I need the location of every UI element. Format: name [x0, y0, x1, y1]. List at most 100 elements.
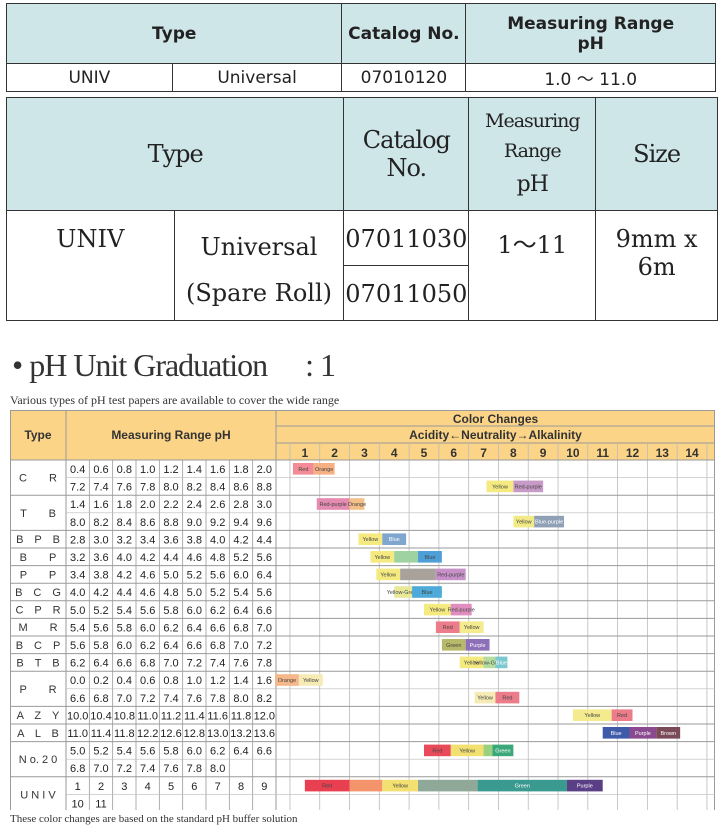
range-value: 11.4 [184, 710, 205, 722]
indicator-type: M R [18, 622, 57, 634]
range-value: 6.0 [233, 570, 248, 582]
range-value: 8.6 [233, 482, 248, 494]
range-value: 8.0 [70, 517, 85, 529]
range-value: 4.2 [140, 552, 155, 564]
range-value: 2.0 [257, 464, 272, 476]
indicator-type: P R [19, 684, 56, 696]
range-value: 6.6 [210, 622, 225, 634]
range-value: 10 [72, 798, 84, 810]
range-value: 5 [168, 781, 174, 793]
range-value: 7.0 [163, 658, 178, 670]
range-value: 5.6 [257, 587, 272, 599]
range-value: 12.8 [184, 728, 205, 740]
color-bar [412, 586, 442, 598]
color-bar [513, 515, 535, 528]
color-bar-label: Yellow [464, 625, 480, 631]
color-bar [423, 744, 451, 757]
color-bar-label: Yellow [477, 696, 493, 702]
indicator-type: C R [19, 473, 57, 485]
range-value: 8.0 [163, 482, 178, 494]
range-value: 5.2 [93, 746, 108, 758]
range-value: 6.4 [93, 658, 108, 670]
range-value: 6.2 [163, 622, 178, 634]
range-value: 7.6 [187, 693, 202, 705]
range-value: 1.2 [163, 464, 178, 476]
range-value: 3.8 [93, 570, 108, 582]
range-value: 4.0 [70, 587, 85, 599]
catalog-number-2: 07011050 [343, 265, 470, 321]
range-value: 6.8 [140, 658, 155, 670]
range-value: 11.0 [67, 728, 88, 740]
ph-tick-label: 9 [540, 446, 547, 460]
range-value: 5.4 [70, 622, 85, 634]
range-value: 7.2 [70, 482, 85, 494]
range-value: 4.2 [93, 587, 108, 599]
color-bar-label: Red-purple [448, 608, 475, 614]
color-bar [418, 551, 442, 563]
range-value: 6.4 [257, 570, 272, 582]
color-bar-label: Red [322, 784, 332, 790]
color-bar [382, 533, 407, 545]
range-value: 4 [145, 781, 151, 793]
color-bar-label: Yellow [430, 608, 446, 614]
range-value: 4.6 [140, 570, 155, 582]
color-bar [492, 744, 514, 757]
range-value: 5.0 [70, 605, 85, 617]
type-column-header: Type [24, 428, 51, 442]
color-bar-label: Yellow [516, 520, 532, 526]
range-value: 1.4 [233, 675, 248, 687]
color-bar-label: Yellow [464, 660, 480, 666]
range-value: 13.6 [254, 728, 275, 740]
range-value: 5.2 [210, 587, 225, 599]
range-value: 10.0 [67, 710, 88, 722]
range-value: 4.4 [163, 552, 178, 564]
indicator-type: N o. 2 0 [19, 754, 58, 766]
catalog-number: 07010120 [341, 63, 467, 92]
range-value: 7.8 [140, 482, 155, 494]
ph-tick-label: 11 [596, 446, 609, 460]
range-value: 5.6 [93, 622, 108, 634]
color-bar [358, 533, 383, 545]
color-bar [566, 779, 603, 792]
color-bar [629, 727, 657, 739]
range-value: 5.4 [117, 605, 132, 617]
range-value: 6.0 [117, 640, 132, 652]
color-bar-label: Purple [635, 731, 651, 737]
range-value: 6.6 [117, 658, 132, 670]
range-value: 13.2 [230, 728, 251, 740]
range-value: 2.6 [210, 499, 225, 511]
ph-tick-label: 14 [685, 446, 699, 460]
range-value: 1.8 [117, 499, 132, 511]
range-value: 0.6 [93, 464, 108, 476]
indicator-type: B P B [16, 534, 60, 546]
range-value: 3.4 [70, 570, 85, 582]
range-value: 6.2 [210, 605, 225, 617]
bullet-icon: • [12, 347, 23, 383]
color-bar-label: Yellow [303, 678, 319, 684]
range-column-header: Measuring Range pH [111, 428, 230, 442]
color-bar [435, 568, 466, 581]
range-value: 9.2 [210, 517, 225, 529]
catalog-header: Catalog No. [341, 3, 467, 64]
range-value: 5.6 [210, 570, 225, 582]
range-value: 6.4 [233, 605, 248, 617]
catalog-table-1: Type Catalog No. Measuring Range pH UNIV … [5, 3, 716, 92]
range-value: 7.4 [210, 658, 225, 670]
color-bar-label: Red-purple [515, 484, 542, 490]
color-changes-header: Color Changes [453, 412, 539, 426]
range-value: 1.8 [233, 464, 248, 476]
color-bar [483, 656, 496, 669]
range-value: 5.8 [163, 746, 178, 758]
ph-tick-label: 5 [421, 446, 428, 460]
range-value: 0.6 [140, 675, 155, 687]
range-value: 5.4 [233, 587, 248, 599]
color-bar [275, 674, 299, 686]
color-bar-label: Yellow-Green [387, 590, 420, 596]
ph-tick-label: 4 [391, 446, 398, 460]
color-bar [656, 727, 681, 739]
range-value: 1.6 [257, 675, 272, 687]
ph-tick-label: 2 [331, 446, 338, 460]
color-bar-label: Red-purple [320, 502, 347, 508]
color-bar-label: Yellow-Green [473, 660, 506, 666]
color-bar-label: Orange [278, 678, 296, 684]
